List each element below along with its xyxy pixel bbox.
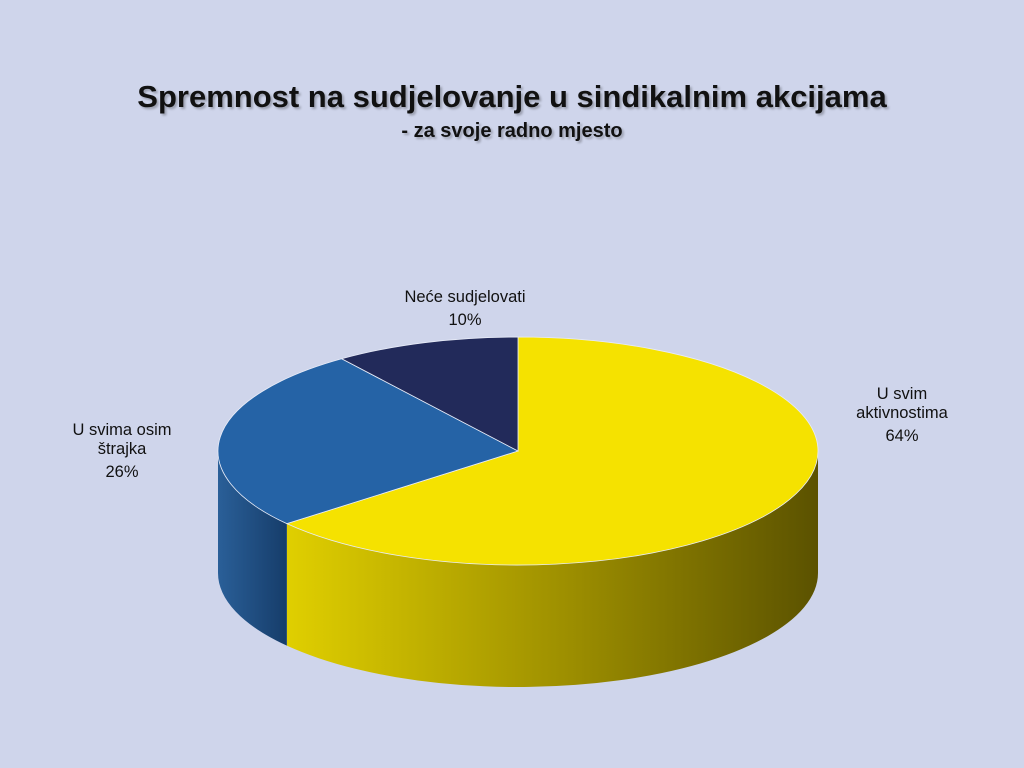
slice-name: U svim aktivnostima: [856, 385, 948, 422]
slice-name: Neće sudjelovati: [404, 288, 526, 306]
slice-percent: 26%: [105, 463, 139, 481]
pie-slice: [285, 336, 819, 566]
slice-label-nece-sudjelovati: Neće sudjelovati 10%: [375, 288, 555, 330]
slice-name: U svima osim štrajka: [72, 421, 172, 458]
pie-tops: [217, 336, 819, 566]
slice-label-u-svima-osim-strajka: U svima osim štrajka 26%: [56, 421, 188, 482]
pie-sides: [218, 451, 819, 688]
slide-title: Spremnost na sudjelovanje u sindikalnim …: [137, 79, 887, 114]
slice-percent: 10%: [448, 311, 482, 329]
pie-slice: [217, 358, 520, 525]
slide-subtitle: - za svoje radno mjesto: [401, 120, 623, 142]
pie-slice-side: [286, 451, 819, 688]
pie-slice: [340, 336, 519, 452]
title-block: Spremnost na sudjelovanje u sindikalnim …: [0, 78, 1024, 144]
slice-percent: 64%: [885, 427, 919, 445]
slice-label-u-svim-aktivnostima: U svim aktivnostima 64%: [832, 385, 972, 446]
pie-slice-side: [218, 451, 287, 646]
